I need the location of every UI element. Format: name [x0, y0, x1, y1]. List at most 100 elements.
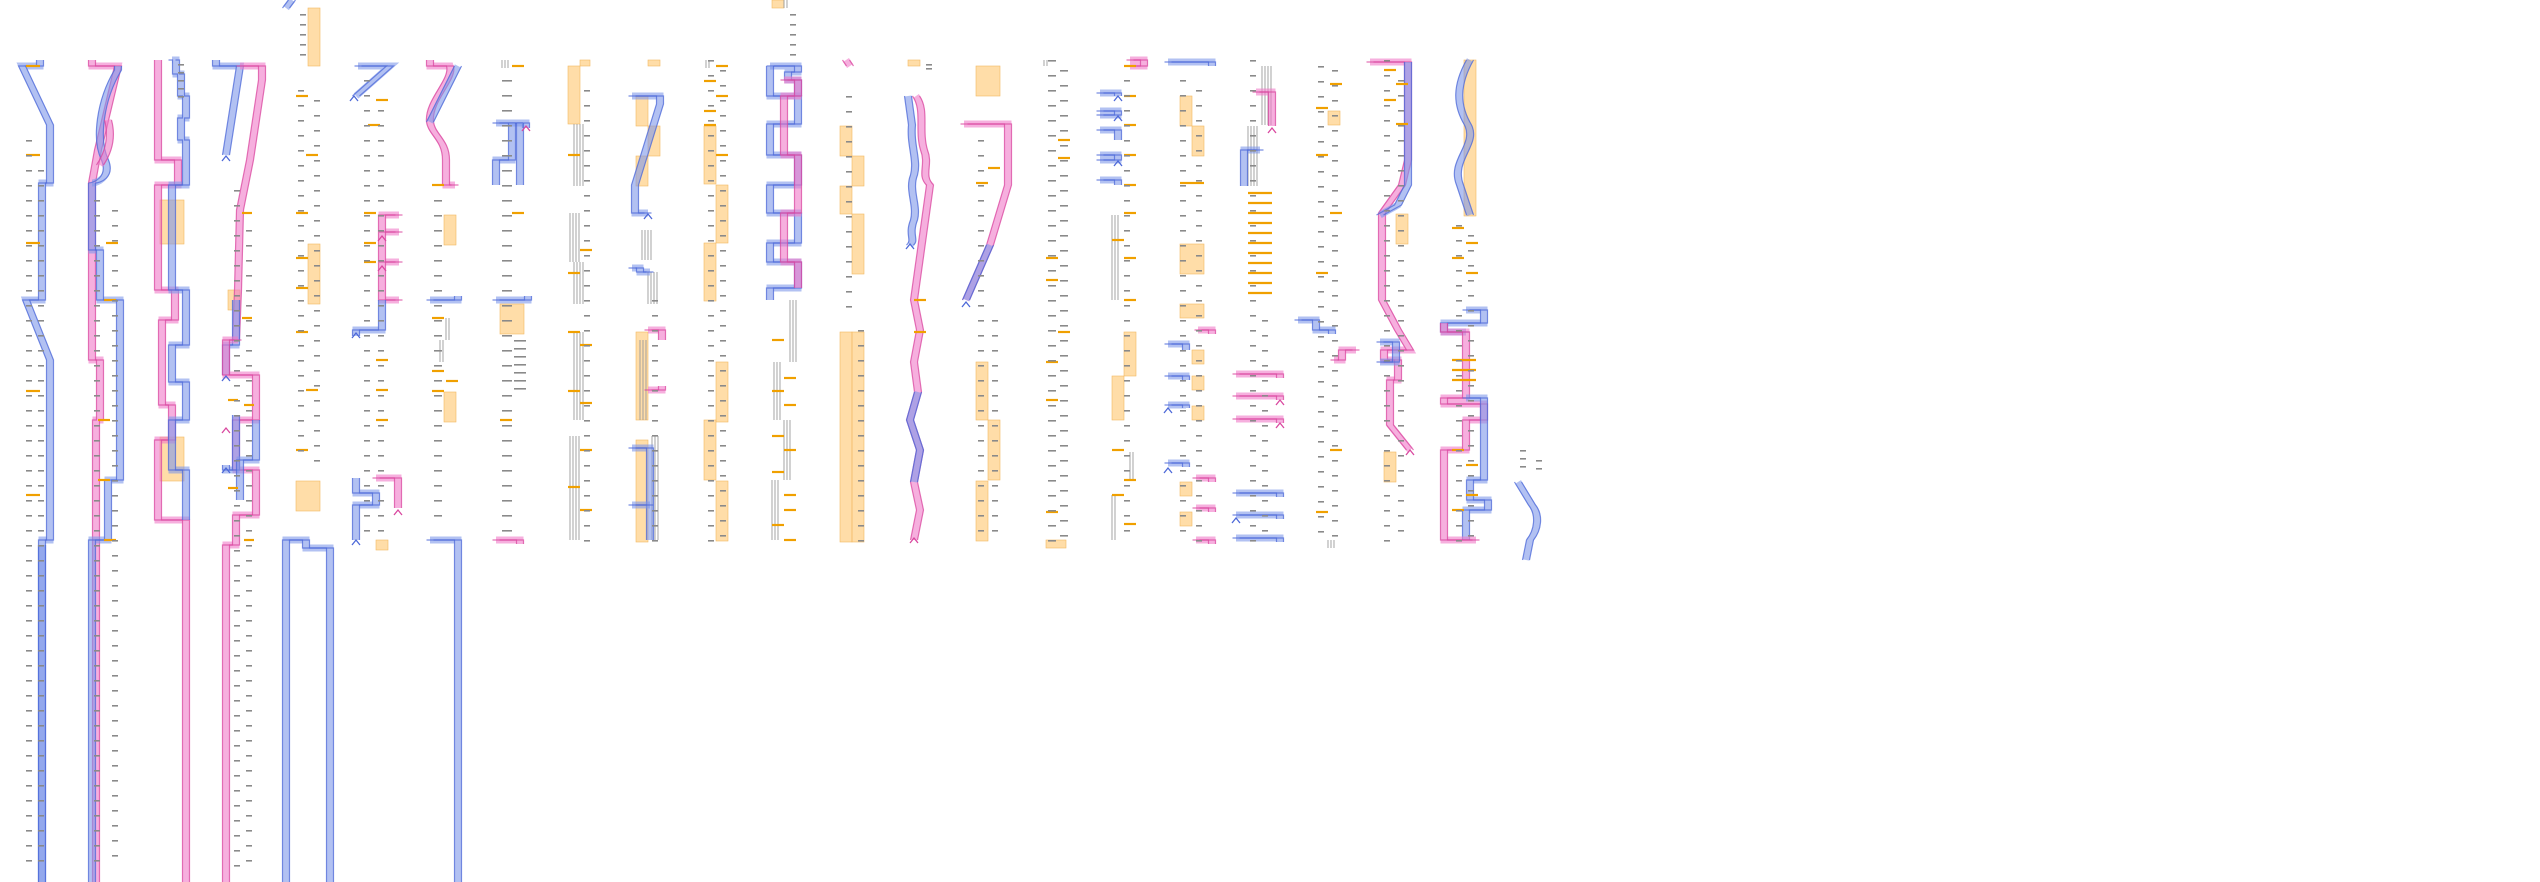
tiny-label-mark: [26, 395, 32, 397]
tiny-label-mark: [378, 275, 384, 277]
pink-path-lane-18-c-edge-right: [1199, 507, 1217, 512]
tiny-label-mark: [1262, 500, 1268, 502]
chevron-layer: [221, 94, 1415, 546]
blue-path-lane-2-a-edge-left: [88, 66, 116, 184]
tiny-label-mark: [1180, 365, 1186, 367]
tiny-label-mark: [364, 290, 370, 292]
tiny-label-mark: [1180, 230, 1186, 232]
tiny-label-mark: [1124, 260, 1130, 262]
tiny-label-mark: [1398, 395, 1404, 397]
tiny-label-mark: [858, 330, 864, 332]
tiny-label-mark: [846, 231, 852, 233]
pink-path-lane-3-edge-right: [160, 60, 191, 882]
blue-path-lane-19-a-edge-right: [1246, 149, 1264, 186]
tiny-label-mark: [38, 470, 44, 472]
tiny-label-mark: [1048, 495, 1056, 497]
tiny-label-mark: [978, 515, 984, 517]
tiny-label-mark: [1332, 520, 1338, 522]
tiny-label-mark: [1468, 430, 1474, 432]
tiny-label-mark: [26, 635, 32, 637]
tiny-label-mark: [246, 485, 252, 487]
tiny-label-mark: [992, 395, 998, 397]
tiny-label-mark: [1456, 510, 1462, 512]
tiny-label-mark: [652, 495, 658, 497]
pink-path-lane-22-b-edge-right: [1446, 462, 1480, 541]
tiny-label-mark: [1048, 540, 1056, 542]
tiny-label-mark: [502, 215, 512, 217]
tiny-label-mark: [846, 186, 852, 188]
tiny-label-mark: [502, 485, 512, 487]
tiny-label-mark: [720, 265, 726, 267]
tiny-label-mark: [1332, 190, 1338, 192]
blue-path-lane-4-d-edge-right: [242, 420, 261, 500]
orange-block: [703, 242, 717, 302]
blue-path-lane-18-d-edge-right: [1171, 404, 1191, 408]
tiny-label-mark: [720, 280, 726, 282]
tiny-label-mark: [1250, 405, 1256, 407]
tiny-label-mark: [364, 440, 370, 442]
tiny-label-mark: [584, 120, 590, 122]
tiny-label-mark: [1318, 246, 1324, 248]
tiny-label-mark: [1468, 385, 1474, 387]
tiny-label-mark: [298, 90, 304, 92]
tiny-label-mark: [1468, 490, 1474, 492]
pink-path-lane-20-a-edge-right: [1337, 349, 1360, 361]
tiny-label-mark: [1250, 525, 1256, 527]
tiny-label-mark: [94, 725, 100, 727]
blue-path-lane-17-e-edge-right: [1103, 179, 1123, 185]
tiny-label-mark: [1250, 165, 1256, 167]
tiny-label-mark: [246, 365, 252, 367]
tiny-label-mark: [1384, 405, 1390, 407]
tiny-label-mark: [434, 395, 442, 397]
tiny-label-mark: [502, 200, 512, 202]
tiny-label-mark: [26, 230, 32, 232]
tiny-label-mark: [1332, 355, 1338, 357]
tiny-label-mark: [434, 335, 442, 337]
tiny-label-mark: [1124, 470, 1130, 472]
tiny-label-mark: [1520, 450, 1526, 452]
tiny-label-mark: [314, 145, 320, 147]
tiny-label-mark: [502, 350, 512, 352]
tiny-label-mark: [378, 305, 384, 307]
tiny-label-mark: [1060, 235, 1068, 237]
tiny-label-mark: [584, 465, 590, 467]
tiny-label-mark: [992, 350, 998, 352]
tiny-label-mark: [978, 395, 984, 397]
tiny-label-mark: [246, 515, 252, 517]
blue-path-lane-7-a-edge-left: [425, 65, 456, 123]
tiny-label-mark: [502, 530, 512, 532]
tiny-label-mark: [1180, 215, 1186, 217]
tiny-label-mark: [502, 305, 512, 307]
chevron-up-icon: [521, 124, 531, 132]
tiny-label-mark: [1196, 390, 1202, 392]
tiny-label-mark: [314, 265, 320, 267]
tiny-label-mark: [26, 545, 32, 547]
tiny-label-mark: [364, 485, 370, 487]
tiny-label-mark: [1060, 310, 1068, 312]
tiny-label-mark: [1048, 60, 1056, 62]
tiny-label-mark: [1180, 275, 1186, 277]
tiny-label-mark: [26, 680, 32, 682]
tiny-label-mark: [1196, 240, 1202, 242]
tiny-label-mark: [992, 485, 998, 487]
tiny-label-mark: [1250, 390, 1256, 392]
tiny-label-mark: [846, 171, 852, 173]
tiny-label-mark: [858, 345, 864, 347]
tiny-label-mark: [364, 80, 370, 82]
tiny-label-mark: [1180, 95, 1186, 97]
tiny-label-mark: [584, 315, 590, 317]
tiny-label-mark: [1398, 185, 1404, 187]
tiny-label-mark: [858, 540, 864, 542]
tiny-label-mark: [38, 245, 44, 247]
tiny-label-mark: [1262, 485, 1268, 487]
tiny-label-mark: [1318, 381, 1324, 383]
pink-path-lane-2-b: [97, 119, 114, 167]
tiny-label-mark: [112, 450, 118, 452]
tiny-label-mark: [1060, 400, 1068, 402]
tiny-label-mark: [94, 275, 100, 277]
tiny-label-mark: [178, 96, 184, 98]
tiny-label-mark: [708, 135, 714, 137]
tiny-label-mark: [378, 365, 384, 367]
tiny-label-mark: [978, 155, 984, 157]
tiny-label-mark: [364, 275, 370, 277]
